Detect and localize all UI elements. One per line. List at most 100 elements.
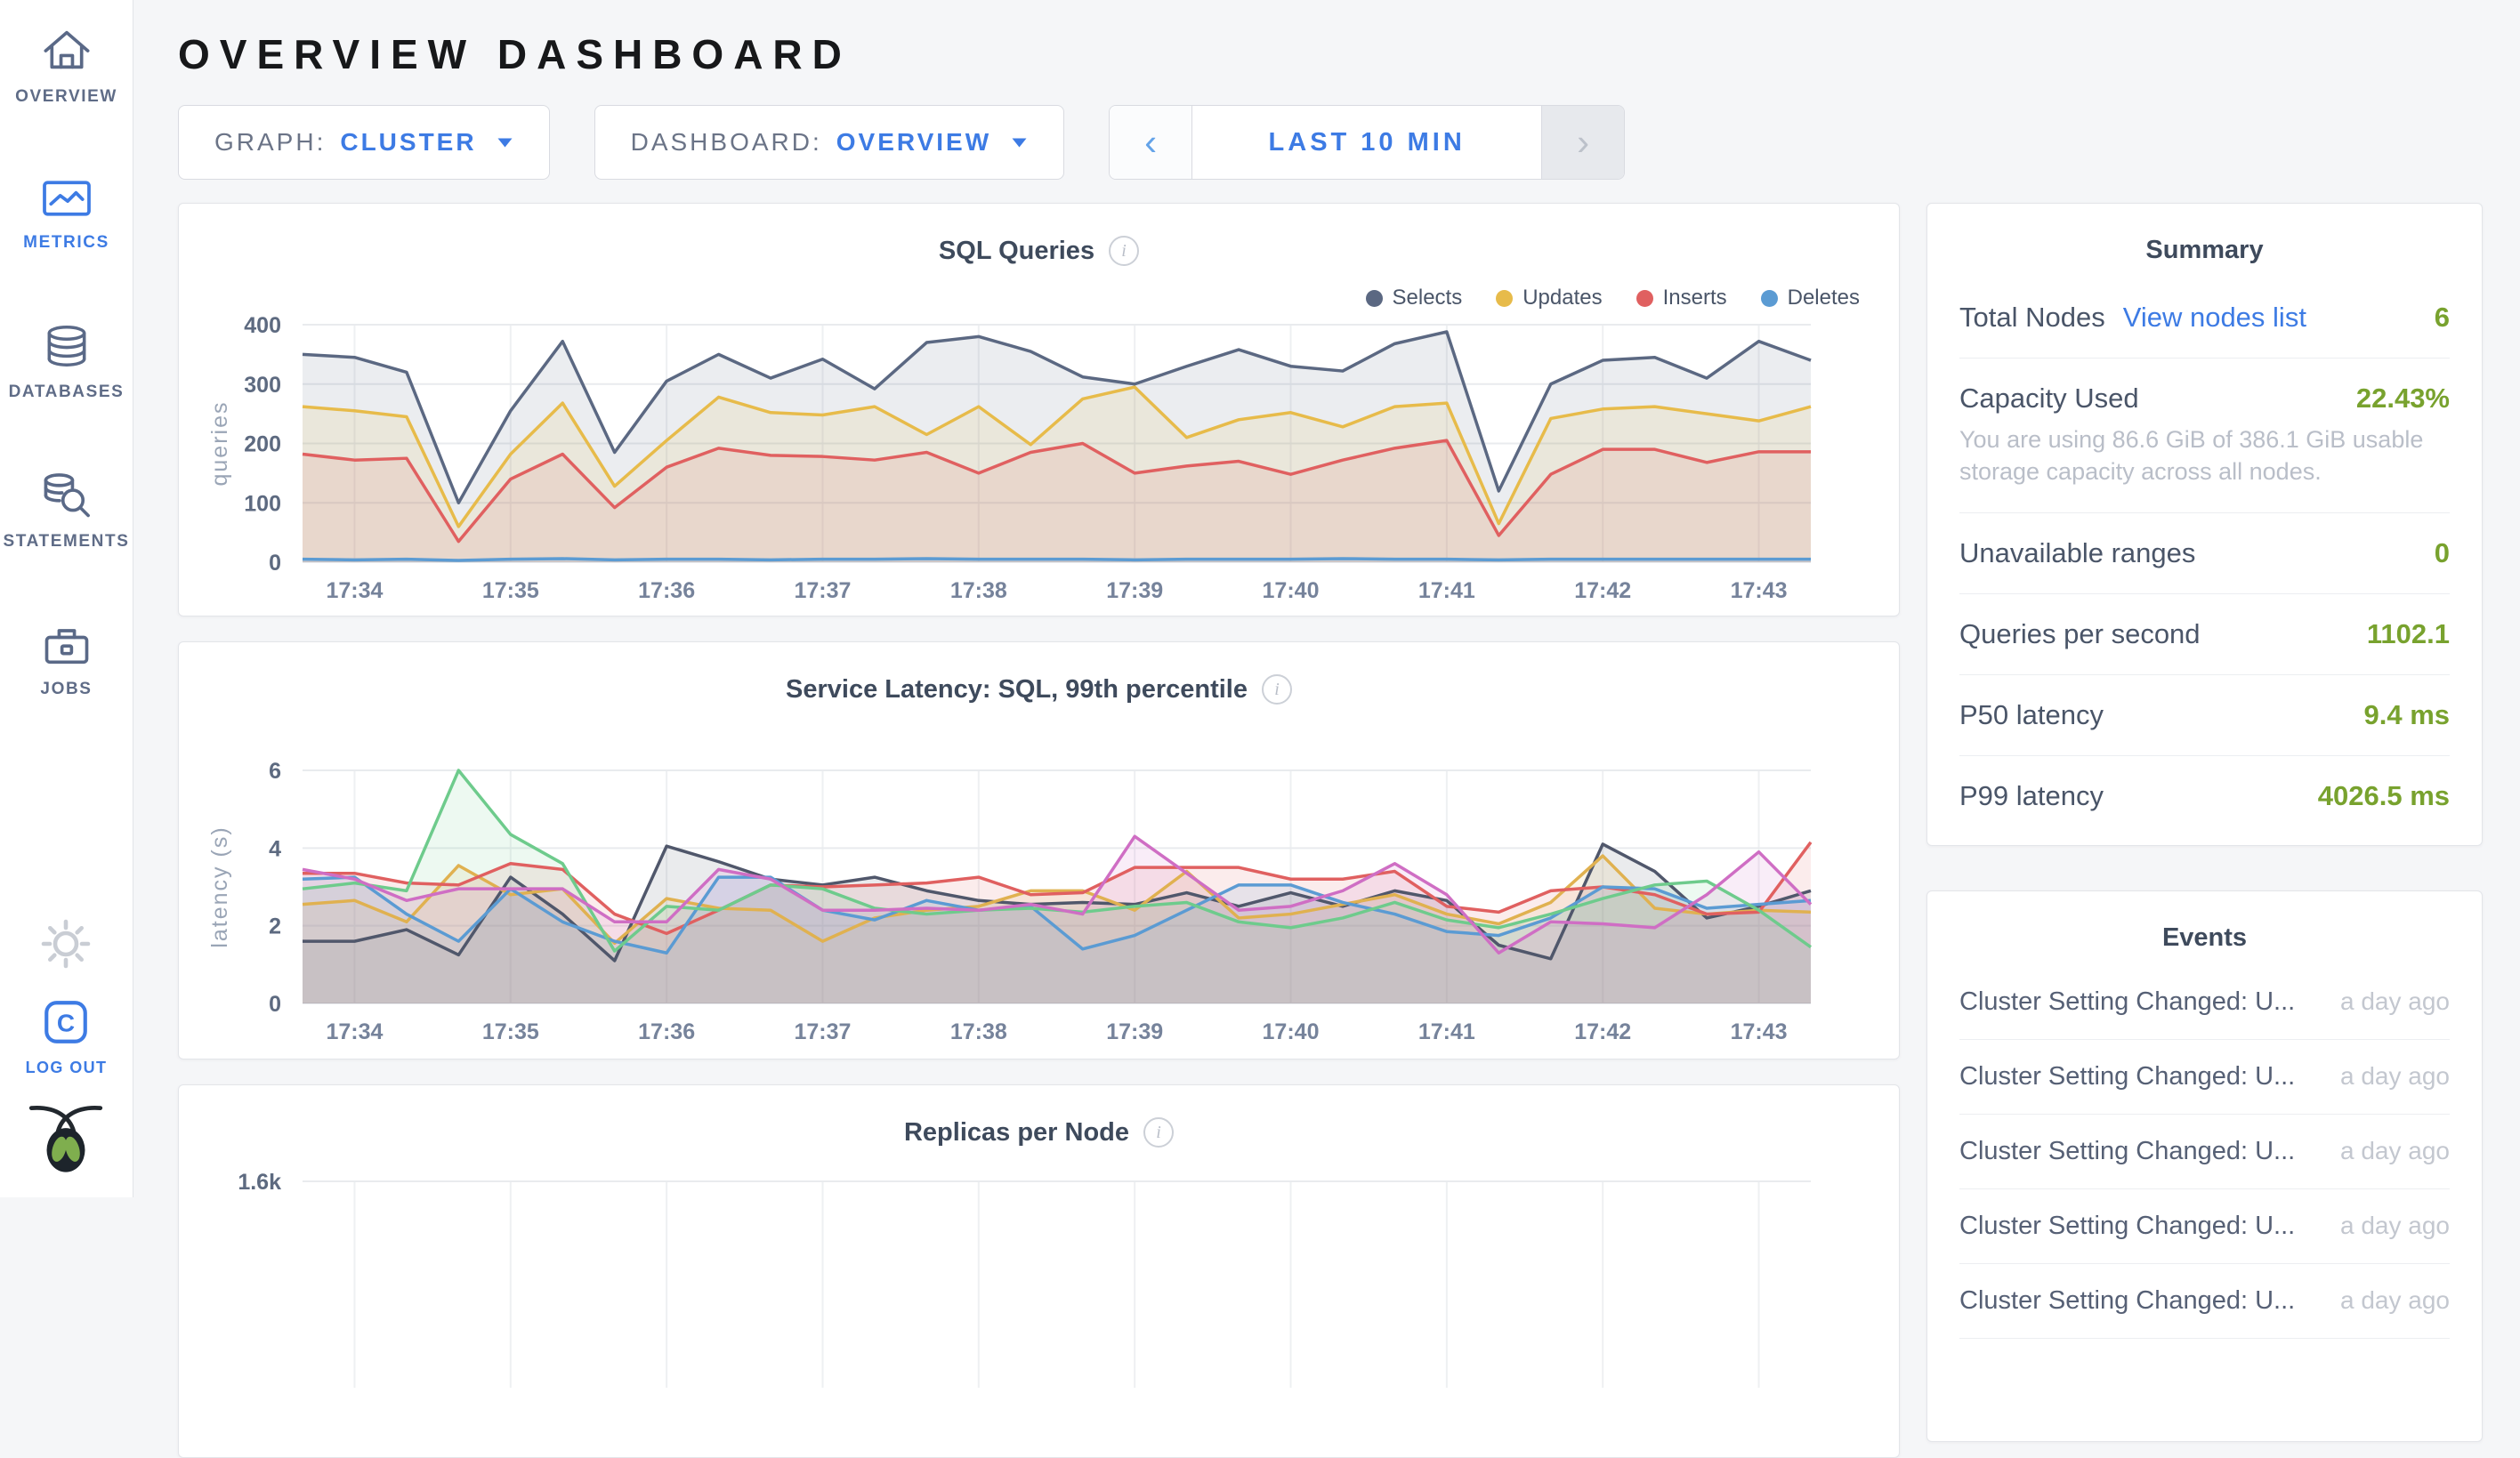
summary-value: 0: [2434, 536, 2450, 568]
svg-text:17:43: 17:43: [1731, 1019, 1788, 1044]
event-row: Cluster Setting Changed: U... a day ago: [1959, 1040, 2450, 1115]
summary-row-p50: P50 latency 9.4 ms: [1959, 675, 2450, 756]
svg-text:4: 4: [269, 836, 281, 861]
sidebar-item-overview[interactable]: OVERVIEW: [0, 25, 133, 107]
statements-icon: [40, 471, 93, 524]
event-row: Cluster Setting Changed: U... a day ago: [1959, 1115, 2450, 1189]
graph-dropdown-label: GRAPH:: [214, 128, 327, 156]
sidebar-item-metrics[interactable]: METRICS: [0, 176, 133, 253]
dashboard-dropdown-value: OVERVIEW: [836, 128, 992, 156]
graph-dropdown-value: CLUSTER: [340, 128, 477, 156]
info-icon[interactable]: i: [1143, 1117, 1175, 1148]
svg-text:17:35: 17:35: [482, 1019, 539, 1044]
logout-icon: C: [40, 996, 92, 1052]
svg-text:17:42: 17:42: [1574, 578, 1631, 603]
summary-title: Summary: [2145, 236, 2264, 264]
summary-value: 9.4 ms: [2363, 698, 2450, 730]
summary-row-p99: P99 latency 4026.5 ms: [1959, 756, 2450, 836]
replicas-per-node-canvas[interactable]: 1.6k: [191, 1167, 1886, 1434]
sidebar-item-statements[interactable]: STATEMENTS: [0, 471, 133, 552]
svg-text:17:38: 17:38: [950, 1019, 1007, 1044]
summary-row-qps: Queries per second 1102.1: [1959, 594, 2450, 675]
legend-label: Updates: [1522, 286, 1603, 310]
cockroachdb-logo[interactable]: [27, 1100, 105, 1181]
time-prev-button[interactable]: ‹: [1110, 106, 1193, 179]
event-time: a day ago: [2340, 1286, 2450, 1315]
summary-row-capacity: Capacity Used 22.43% You are using 86.6 …: [1959, 358, 2450, 513]
summary-panel: Summary Total Nodes View nodes list 6 Ca…: [1926, 203, 2483, 846]
svg-text:C: C: [57, 1009, 75, 1036]
legend-label: Deletes: [1787, 286, 1860, 310]
metrics-icon: [40, 176, 93, 225]
dashboard-dropdown[interactable]: DASHBOARD: OVERVIEW: [594, 105, 1065, 180]
jobs-icon: [40, 621, 93, 672]
summary-label: P50 latency: [1959, 698, 2104, 730]
events-panel: Events Cluster Setting Changed: U... a d…: [1926, 890, 2483, 1442]
svg-text:17:43: 17:43: [1731, 578, 1788, 603]
legend-dot: [1636, 289, 1653, 307]
view-nodes-list-link[interactable]: View nodes list: [2122, 302, 2306, 333]
event-row: Cluster Setting Changed: U... a day ago: [1959, 1264, 2450, 1339]
legend-item: Inserts: [1636, 286, 1727, 310]
summary-value: 4026.5 ms: [2317, 779, 2450, 811]
event-title: Cluster Setting Changed: U...: [1959, 1211, 2296, 1240]
service-latency-chart[interactable]: 17:34 17:35 17:36 17:37 17:38 17:39 17:40 17:41…: [191, 756, 1886, 1050]
time-range-value[interactable]: LAST 10 MIN: [1192, 106, 1542, 179]
graph-dropdown[interactable]: GRAPH: CLUSTER: [178, 105, 550, 180]
toolbar: GRAPH: CLUSTER DASHBOARD: OVERVIEW ‹ LAS…: [178, 105, 2483, 180]
info-icon[interactable]: i: [1109, 236, 1140, 266]
legend-item: Deletes: [1760, 286, 1860, 310]
chevron-down-icon: [497, 137, 513, 149]
chart-title: Service Latency: SQL, 99th percentile: [786, 674, 1248, 704]
sidebar-item-label: METRICS: [23, 233, 109, 252]
replicas-per-node-chart[interactable]: 1.6k: [191, 1167, 1886, 1434]
svg-text:17:42: 17:42: [1574, 1019, 1631, 1044]
time-range-selector: ‹ LAST 10 MIN ›: [1109, 105, 1626, 180]
logout-button[interactable]: C LOG OUT: [26, 996, 108, 1077]
sidebar-item-label: STATEMENTS: [3, 532, 130, 551]
svg-text:6: 6: [269, 759, 281, 784]
svg-text:1.6k: 1.6k: [238, 1170, 281, 1195]
chart-title: Replicas per Node: [903, 1117, 1130, 1147]
dashboard-dropdown-label: DASHBOARD:: [630, 128, 822, 156]
svg-text:2: 2: [269, 914, 281, 939]
svg-text:0: 0: [269, 992, 281, 1017]
svg-text:17:40: 17:40: [1263, 578, 1320, 603]
page-title: OVERVIEW DASHBOARD: [178, 31, 852, 77]
svg-text:17:39: 17:39: [1106, 578, 1163, 603]
svg-text:latency (s): latency (s): [207, 826, 232, 947]
content-row: SQL Queries i Selects Updates Inserts: [178, 203, 2483, 1458]
info-icon[interactable]: i: [1261, 674, 1292, 705]
summary-row-total-nodes: Total Nodes View nodes list 6: [1959, 278, 2450, 358]
replicas-per-node-panel: Replicas per Node i 1.6k: [178, 1084, 1900, 1458]
service-latency-panel: Service Latency: SQL, 99th percentile i …: [178, 641, 1900, 1059]
settings-button[interactable]: [41, 919, 91, 973]
svg-text:17:36: 17:36: [638, 578, 695, 603]
event-title: Cluster Setting Changed: U...: [1959, 1061, 2296, 1091]
service-latency-canvas[interactable]: 17:34 17:35 17:36 17:37 17:38 17:39 17:40 17:41…: [191, 756, 1886, 1050]
sidebar-item-databases[interactable]: DATABASES: [0, 322, 133, 402]
sidebar: OVERVIEW METRICS DATABASES: [0, 0, 133, 1197]
summary-label: Queries per second: [1959, 617, 2201, 649]
svg-text:0: 0: [269, 551, 281, 576]
time-next-button[interactable]: ›: [1541, 106, 1625, 179]
svg-text:200: 200: [244, 432, 281, 457]
svg-text:400: 400: [244, 313, 281, 338]
legend-item: Updates: [1496, 286, 1603, 310]
summary-label: P99 latency: [1959, 779, 2104, 811]
legend-dot: [1760, 289, 1778, 307]
event-row: Cluster Setting Changed: U... a day ago: [1959, 965, 2450, 1040]
sql-queries-chart[interactable]: 17:34 17:35 17:36 17:37 17:38 17:39 17:40 17:41…: [191, 310, 1886, 608]
event-time: a day ago: [2340, 1212, 2450, 1240]
sidebar-item-jobs[interactable]: JOBS: [0, 621, 133, 699]
databases-icon: [41, 322, 93, 375]
event-time: a day ago: [2340, 1137, 2450, 1165]
chevron-left-icon: ‹: [1144, 121, 1158, 163]
svg-text:17:40: 17:40: [1263, 1019, 1320, 1044]
legend-dot: [1496, 289, 1514, 307]
svg-text:100: 100: [244, 491, 281, 516]
svg-text:17:35: 17:35: [482, 578, 539, 603]
summary-label: Total Nodes: [1959, 302, 2105, 333]
home-icon: [39, 25, 94, 79]
sql-queries-canvas[interactable]: 17:34 17:35 17:36 17:37 17:38 17:39 17:40 17:41…: [191, 310, 1886, 608]
